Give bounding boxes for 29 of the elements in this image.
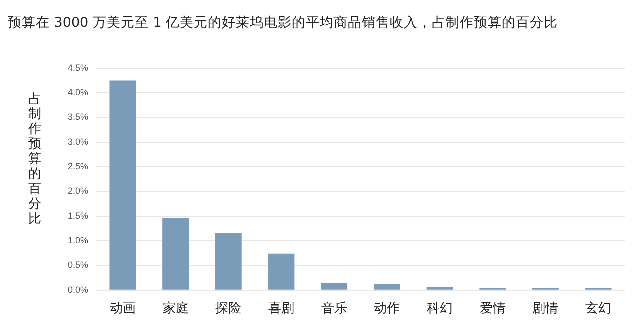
text: 占制作预算的百分比 <box>28 92 42 227</box>
x-tick-label: 动作 <box>374 302 400 317</box>
x-tick-label: 科幻 <box>427 302 454 317</box>
x-tick-label: 动画 <box>110 302 136 317</box>
y-tick-label: 0.5% <box>68 260 89 270</box>
bar <box>215 233 242 290</box>
y-tick-label: 4.5% <box>68 62 89 73</box>
bar <box>374 284 400 290</box>
y-tick-label: 3.0% <box>68 136 89 147</box>
y-tick-label: 0.0% <box>68 284 89 295</box>
y-tick-label: 1.0% <box>68 236 89 246</box>
y-tick-label: 2.0% <box>68 186 89 196</box>
y-tick-label: 1.5% <box>68 210 89 221</box>
x-tick-label: 剧情 <box>532 302 559 317</box>
x-tick-label: 家庭 <box>162 300 189 317</box>
y-tick-label: 2.5% <box>68 162 89 172</box>
x-tick-label: 爱情 <box>480 302 506 317</box>
bar <box>268 254 295 290</box>
x-tick-label: 探险 <box>216 302 242 317</box>
bar <box>426 286 454 290</box>
bar <box>110 80 136 290</box>
y-tick-label: 4.0% <box>68 88 89 98</box>
y-tick-label: 3.5% <box>68 112 89 122</box>
x-tick-label: 玄幻 <box>586 300 612 317</box>
bar <box>162 218 189 290</box>
x-tick-label: 音乐 <box>321 302 348 317</box>
chart-title: 预算在 3000 万美元至 1 亿美元的好莱坞电影的平均商品销售收入，占制作预算的百分比 <box>8 14 558 32</box>
bar <box>321 283 348 290</box>
x-tick-label: 喜剧 <box>268 302 294 317</box>
